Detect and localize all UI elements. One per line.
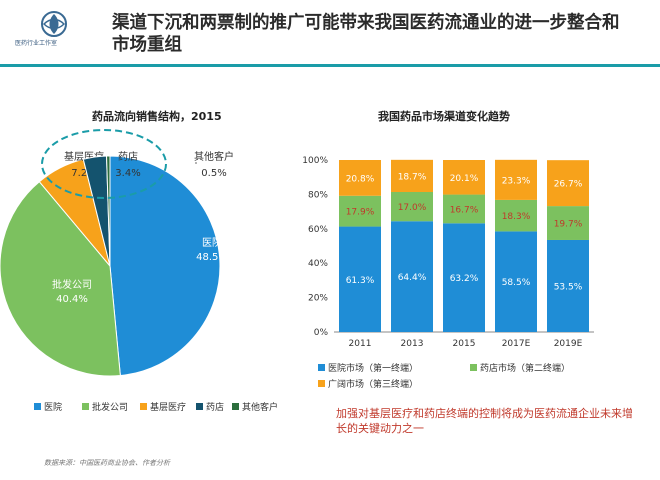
pie-legend-label: 药店 <box>206 401 224 413</box>
y-tick-label: 40% <box>308 259 328 269</box>
bar-segment-0 <box>547 239 589 332</box>
pie-legend-swatch <box>196 403 203 410</box>
bar-segment-2 <box>391 159 433 192</box>
bar-value-label: 17.9% <box>346 208 375 218</box>
bar-value-label: 20.8% <box>346 174 375 184</box>
logo-text: 医药行业工作室 <box>14 40 57 47</box>
bar-segment-0 <box>495 231 537 332</box>
title-divider <box>0 64 660 67</box>
bar-value-label: 20.1% <box>450 174 479 184</box>
y-tick-label: 100% <box>302 156 328 166</box>
bar-value-label: 23.3% <box>502 176 531 186</box>
pie-slice-name: 批发公司 <box>52 278 92 291</box>
pie-slice-label: 3.4% <box>115 168 140 179</box>
bar-value-label: 58.5% <box>502 278 531 288</box>
logo-emblem-icon <box>41 11 67 37</box>
x-tick-label: 2013 <box>401 339 424 349</box>
y-tick-label: 0% <box>314 328 329 338</box>
bar-value-label: 17.0% <box>398 203 427 213</box>
bar-segment-1 <box>495 199 537 232</box>
pie-legend-label: 其他客户 <box>242 401 278 413</box>
bar-segment-0 <box>339 226 381 332</box>
y-tick-label: 80% <box>308 190 328 200</box>
bar-segment-1 <box>391 191 433 222</box>
bar-legend-label: 药店市场（第二终端） <box>480 362 570 374</box>
bar-legend-swatch <box>318 364 325 371</box>
x-tick-label: 2015 <box>453 339 476 349</box>
bar-segment-0 <box>443 223 485 332</box>
bar-value-label: 64.4% <box>398 273 427 283</box>
bar-chart-title: 我国药品市场渠道变化趋势 <box>378 110 510 123</box>
pie-legend-swatch <box>34 403 41 410</box>
conclusion-note: 加强对基层医疗和药店终端的控制将成为医药流通企业未来增长的关键动力之一 <box>336 407 633 435</box>
bar-value-label: 18.7% <box>398 172 427 182</box>
bar-legend-swatch <box>470 364 477 371</box>
pie-slice-name: 其他客户 <box>194 150 234 163</box>
bar-value-label: 61.3% <box>346 276 375 286</box>
pie-slice-name: 药店 <box>118 150 138 163</box>
pie-legend-label: 医院 <box>44 401 62 413</box>
logo <box>22 8 86 60</box>
bar-segment-2 <box>339 160 381 196</box>
pie-legend-swatch <box>140 403 147 410</box>
pie-slice-label: 7.2% <box>71 168 96 179</box>
bar-value-label: 26.7% <box>554 180 583 190</box>
pie-slice-0 <box>109 155 221 377</box>
x-tick-label: 2019E <box>554 339 583 349</box>
bar-segment-0 <box>391 221 433 332</box>
y-tick-label: 60% <box>308 225 328 235</box>
pie-slice-1 <box>0 180 121 377</box>
bar-segment-2 <box>547 160 589 207</box>
page-title: 渠道下沉和两票制的推广可能带来我国医药流通业的进一步整合和市场重组 <box>112 13 620 55</box>
pie-legend-label: 批发公司 <box>92 401 128 413</box>
bar-value-label: 63.2% <box>450 274 479 284</box>
bar-segment-1 <box>339 195 381 227</box>
pie-legend-swatch <box>232 403 239 410</box>
bar-segment-1 <box>443 194 485 224</box>
pie-slice-name: 医院 <box>202 236 222 249</box>
bar-legend-label: 医院市场（第一终端） <box>328 362 418 374</box>
bar-value-label: 19.7% <box>554 220 583 230</box>
pie-legend-label: 基层医疗 <box>150 401 186 413</box>
highlight-ellipse <box>41 129 167 199</box>
bar-segment-2 <box>495 159 537 200</box>
bar-value-label: 16.7% <box>450 205 479 215</box>
bar-segment-1 <box>547 206 589 240</box>
bar-legend-label: 广阔市场（第三终端） <box>328 378 418 390</box>
x-tick-label: 2011 <box>349 339 372 349</box>
pie-legend-swatch <box>82 403 89 410</box>
y-tick-label: 20% <box>308 294 328 304</box>
pie-slice-label: 40.4% <box>56 294 88 305</box>
bar-legend-swatch <box>318 380 325 387</box>
data-source: 数据来源：中国医药商业协会、作者分析 <box>44 459 170 467</box>
pie-slice-label: 0.5% <box>201 168 226 179</box>
pie-chart-title: 药品流向销售结构，2015 <box>92 110 222 123</box>
x-tick-label: 2017E <box>502 339 531 349</box>
bar-value-label: 18.3% <box>502 212 531 222</box>
bar-segment-2 <box>443 160 485 195</box>
bar-value-label: 53.5% <box>554 282 583 292</box>
pie-slice-4 <box>106 155 111 267</box>
pie-slice-label: 48.5% <box>196 252 228 263</box>
